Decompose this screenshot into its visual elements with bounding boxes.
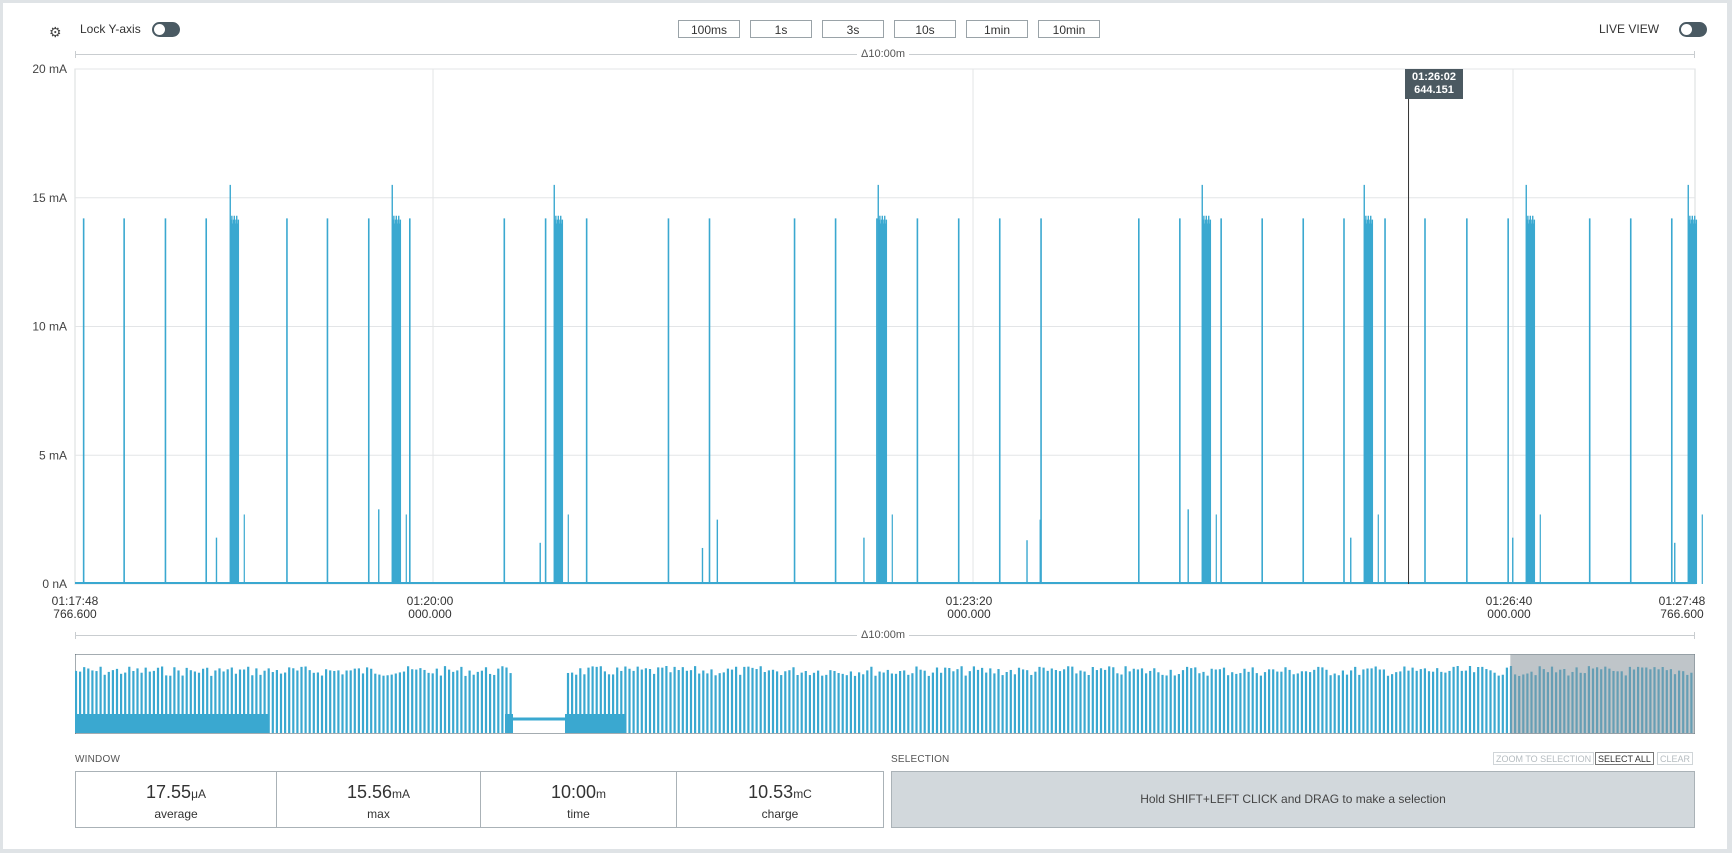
x-tick-label: 01:26:40 000.000 — [1469, 595, 1549, 621]
x-tick-time: 01:26:40 — [1485, 594, 1533, 608]
stat-number: 15.56 — [346, 782, 393, 802]
x-tick-ms: 000.000 — [947, 607, 991, 621]
stat-value: 10.53mC — [677, 782, 883, 803]
y-tick-label: 10 mA — [32, 320, 67, 334]
x-tick-label: 01:20:00 000.000 — [390, 595, 470, 621]
delta-tick — [75, 632, 76, 639]
stat-number: 17.55 — [146, 782, 192, 802]
selection-panel[interactable]: Hold SHIFT+LEFT CLICK and DRAG to make a… — [891, 771, 1695, 828]
stat-name: max — [367, 807, 390, 821]
stat-charge: 10.53mC charge — [676, 772, 883, 827]
overview-fill — [565, 714, 625, 733]
stat-time: 10:00m time — [480, 772, 676, 827]
window-1s-button[interactable]: 1s — [750, 20, 812, 38]
stat-average: 17.55μA average — [76, 772, 276, 827]
zoom-to-selection-button[interactable]: ZOOM TO SELECTION — [1493, 752, 1595, 765]
x-tick-time: 01:17:48 — [51, 594, 99, 608]
x-tick-ms: 766.600 — [53, 607, 97, 621]
live-view-label: LIVE VIEW — [1599, 22, 1660, 36]
stat-value: 15.56mA — [277, 782, 480, 803]
select-all-button[interactable]: SELECT ALL — [1595, 752, 1654, 765]
selection-title: SELECTION — [891, 754, 950, 765]
lock-y-axis-label: Lock Y-axis — [80, 22, 141, 36]
window-stats: 17.55μA average 15.56mA max 10:00m time … — [75, 771, 884, 828]
delta-label-bottom: Δ10:00m — [857, 629, 910, 641]
x-tick-ms: 766.600 — [1660, 607, 1704, 621]
stat-name: charge — [761, 807, 799, 821]
window-100ms-button[interactable]: 100ms — [678, 20, 740, 38]
stat-unit: m — [596, 787, 607, 801]
cursor-tooltip: 01:26:02 644.151 — [1405, 69, 1463, 99]
cursor-time: 01:26:02 — [1411, 71, 1457, 83]
x-tick-label: 01:17:48 766.600 — [35, 595, 115, 621]
toggle-knob — [154, 24, 165, 35]
window-title: WINDOW — [75, 754, 121, 765]
x-tick-time: 01:27:48 — [1658, 594, 1706, 608]
delta-tick — [1694, 632, 1695, 639]
clear-button[interactable]: CLEAR — [1657, 752, 1694, 765]
app-window: ⚙ Lock Y-axis 100ms 1s 3s 10s 1min 10min… — [3, 3, 1727, 849]
stat-unit: mC — [793, 787, 812, 801]
y-tick-label: 15 mA — [32, 191, 67, 205]
delta-label-top: Δ10:00m — [857, 48, 910, 60]
y-tick-label: 0 nA — [42, 577, 67, 591]
stat-value: 17.55μA — [76, 782, 276, 803]
x-tick-ms: 000.000 — [408, 607, 452, 621]
stat-name: time — [567, 807, 590, 821]
current-chart[interactable]: 20 mA 15 mA 10 mA 5 mA 0 nA — [3, 3, 1727, 603]
overview-minimap[interactable] — [75, 654, 1695, 734]
window-1min-button[interactable]: 1min — [966, 20, 1028, 38]
window-10min-button[interactable]: 10min — [1038, 20, 1100, 38]
x-tick-ms: 000.000 — [1487, 607, 1531, 621]
x-tick-time: 01:20:00 — [406, 594, 454, 608]
stat-number: 10:00 — [550, 782, 597, 802]
overview-fill — [505, 714, 513, 733]
stat-unit: mA — [392, 787, 411, 801]
stat-name: average — [154, 807, 198, 821]
x-tick-label: 01:27:48 766.600 — [1647, 595, 1717, 621]
live-view-toggle[interactable] — [1679, 22, 1707, 37]
stat-unit: μA — [191, 787, 206, 801]
delta-tick — [75, 51, 76, 58]
gear-icon[interactable]: ⚙ — [49, 24, 62, 40]
stat-value: 10:00m — [481, 782, 676, 803]
toggle-knob — [1681, 24, 1692, 35]
stat-number: 10.53 — [748, 782, 794, 802]
overview-fill — [76, 714, 268, 733]
window-10s-button[interactable]: 10s — [894, 20, 956, 38]
delta-tick — [1694, 51, 1695, 58]
lock-y-axis-toggle[interactable] — [152, 22, 180, 37]
y-tick-label: 20 mA — [32, 62, 67, 76]
y-tick-label: 5 mA — [39, 448, 67, 462]
x-tick-label: 01:23:20 000.000 — [929, 595, 1009, 621]
overview-window-highlight — [1510, 654, 1695, 734]
cursor-ms: 644.151 — [1414, 84, 1454, 96]
window-3s-button[interactable]: 3s — [822, 20, 884, 38]
stat-max: 15.56mA max — [276, 772, 480, 827]
x-tick-time: 01:23:20 — [945, 594, 993, 608]
